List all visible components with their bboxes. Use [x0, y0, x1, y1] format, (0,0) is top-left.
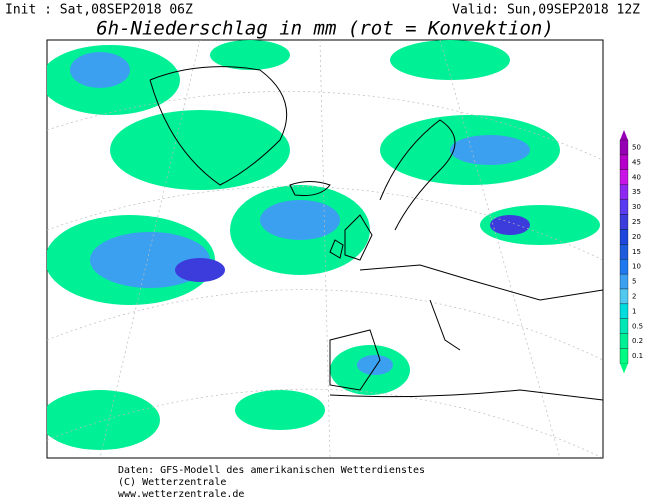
- footer-copyright: (C) Wetterzentrale: [118, 477, 226, 488]
- legend-swatch: [619, 199, 629, 215]
- legend-swatch: [619, 244, 629, 260]
- valid-label: Valid: Sun,09SEP2018 12Z: [452, 3, 640, 18]
- legend-label: 25: [632, 218, 641, 226]
- legend-label: 2: [632, 292, 636, 300]
- legend-label: 5: [632, 278, 636, 286]
- legend-label: 45: [632, 158, 641, 166]
- legend-arrow: [620, 130, 628, 140]
- legend-swatch: [619, 303, 629, 319]
- map: [46, 39, 604, 459]
- legend-swatch: [619, 273, 629, 290]
- init-label: Init : Sat,08SEP2018 06Z: [5, 3, 193, 18]
- footer-url: www.wetterzentrale.de: [118, 489, 244, 500]
- legend-swatch: [619, 333, 629, 349]
- legend-label: 30: [632, 203, 641, 211]
- legend-swatch: [619, 348, 629, 364]
- legend-swatch: [619, 169, 629, 185]
- legend-arrow: [620, 363, 628, 374]
- coastlines: [149, 66, 603, 401]
- legend-swatch: [619, 214, 629, 230]
- legend-label: 50: [632, 143, 641, 151]
- legend-label: 40: [632, 173, 641, 181]
- footer-source: Daten: GFS-Modell des amerikanischen Wet…: [118, 465, 425, 476]
- legend-label: 0.5: [632, 322, 643, 330]
- legend-swatch: [619, 318, 629, 334]
- legend-label: 0.2: [632, 337, 643, 345]
- legend-swatch: [619, 184, 629, 200]
- legend-label: 0.1: [632, 352, 643, 360]
- legend-swatch: [619, 288, 629, 305]
- legend-swatch: [619, 259, 629, 275]
- legend-swatch: [619, 154, 629, 170]
- color-legend: 50 45 40 35 30 25 20 15 10 5 2 1 0.5 0.2 0.1: [619, 130, 643, 374]
- legend-label: 35: [632, 188, 641, 196]
- legend-swatch: [619, 229, 629, 245]
- legend-label: 15: [632, 248, 641, 256]
- map-title: 6h-Niederschlag in mm (rot = Konvektion): [96, 18, 554, 40]
- legend-swatch: [619, 139, 629, 156]
- legend-label: 1: [632, 307, 636, 315]
- legend-label: 10: [632, 263, 641, 271]
- legend-label: 20: [632, 233, 641, 241]
